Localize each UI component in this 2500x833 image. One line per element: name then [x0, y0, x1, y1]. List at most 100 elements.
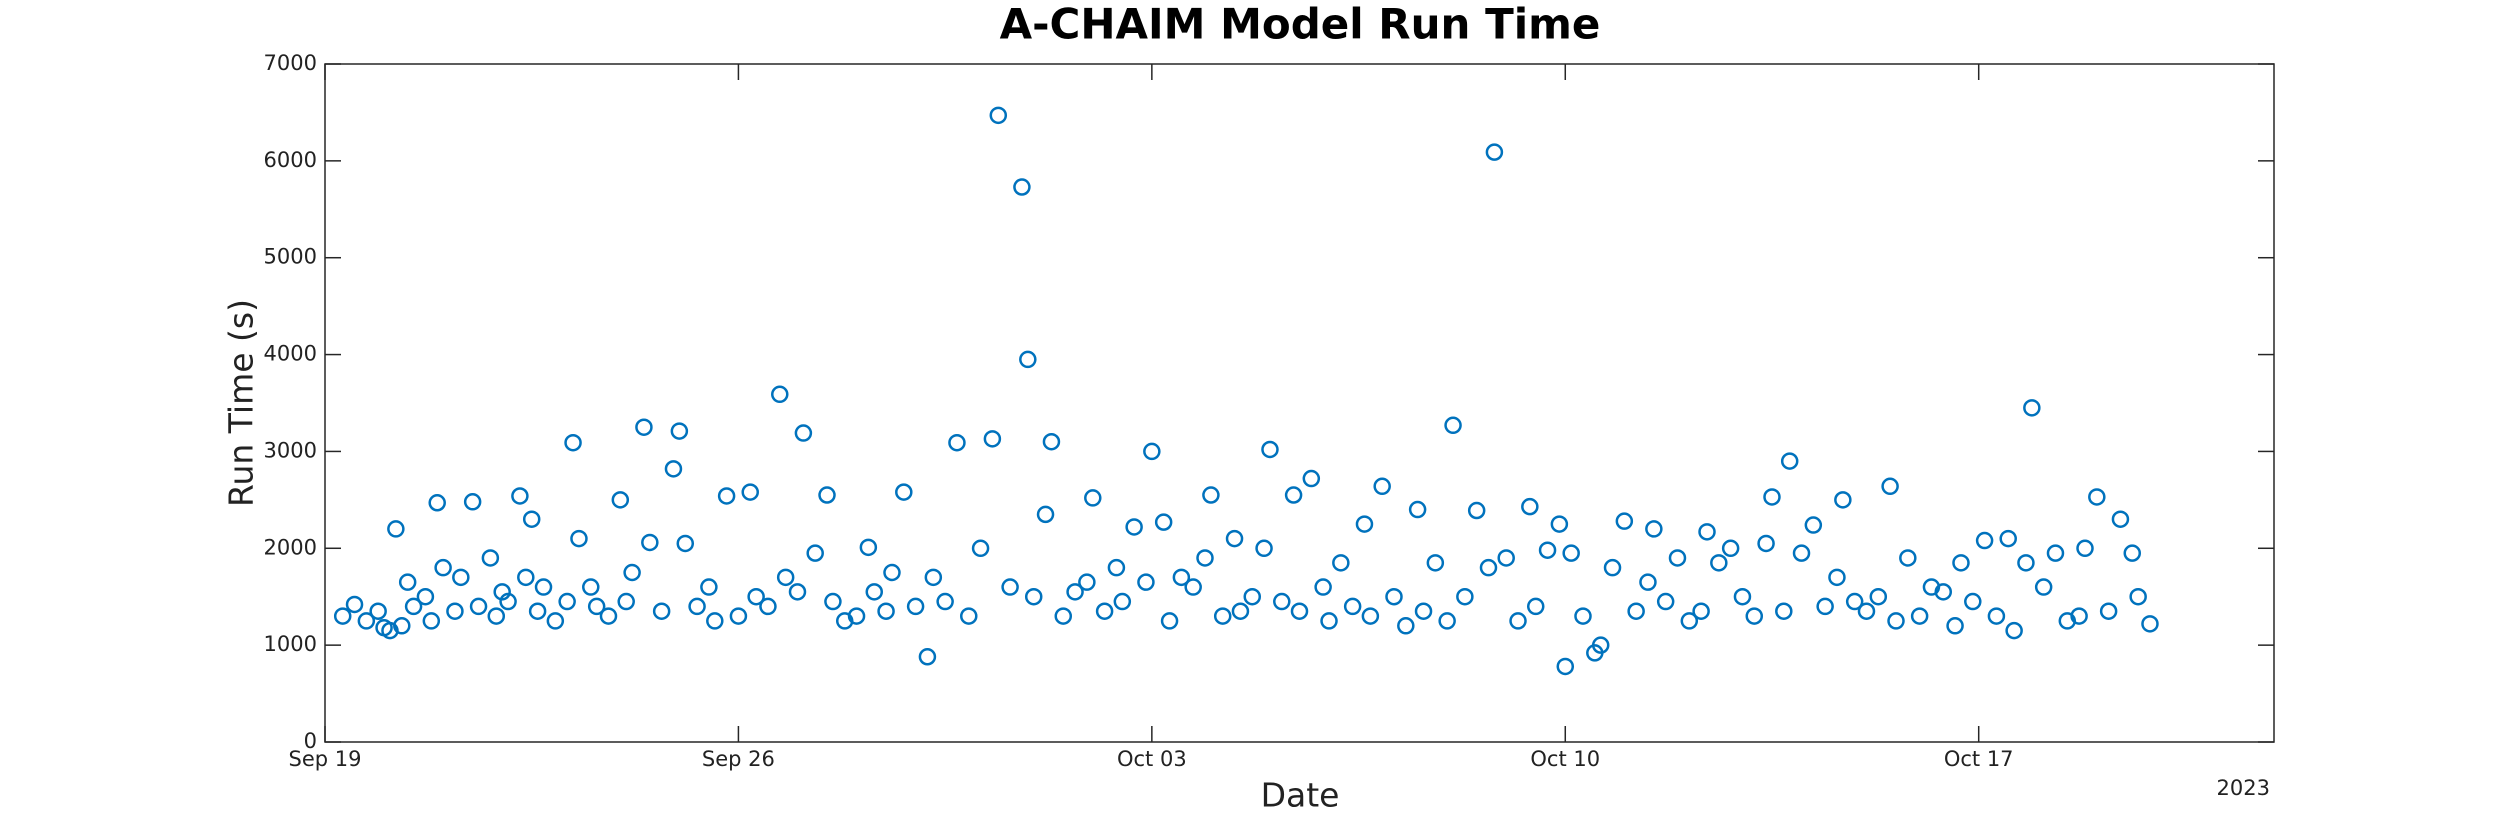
point	[1910, 607, 1929, 625]
point	[1137, 573, 1155, 591]
point	[617, 592, 635, 611]
point	[558, 592, 576, 611]
point	[623, 563, 641, 582]
point	[877, 602, 895, 620]
point	[1538, 541, 1557, 559]
point	[1414, 602, 1433, 620]
point	[1202, 486, 1220, 504]
point	[729, 607, 748, 625]
point	[1550, 515, 1569, 533]
point	[759, 597, 777, 616]
chart-title: A-CHAIM Model Run Time	[1000, 0, 1601, 49]
point	[1095, 602, 1114, 620]
point	[818, 486, 836, 504]
point	[1964, 592, 1982, 611]
point	[564, 433, 582, 452]
point	[1314, 578, 1332, 596]
point	[1521, 497, 1539, 516]
point	[1042, 432, 1061, 451]
point	[771, 385, 789, 404]
point	[446, 602, 464, 620]
point	[1107, 558, 1126, 577]
point	[2129, 587, 2147, 606]
point	[1562, 544, 1580, 562]
point	[387, 520, 405, 538]
point	[1792, 544, 1811, 562]
point	[1497, 549, 1515, 567]
point	[1509, 612, 1527, 630]
point	[1656, 592, 1675, 611]
point	[1444, 416, 1462, 435]
point	[1426, 554, 1445, 572]
point	[1627, 602, 1645, 620]
point	[1745, 607, 1764, 625]
point	[1526, 597, 1545, 616]
year-annotation: 2023	[2217, 776, 2270, 800]
point	[1408, 500, 1427, 519]
point	[776, 568, 795, 587]
point	[847, 607, 866, 625]
point	[511, 487, 529, 505]
point	[1975, 531, 1994, 550]
point	[404, 597, 423, 616]
point	[741, 483, 759, 501]
point	[1172, 568, 1191, 587]
point	[499, 592, 517, 611]
point	[1987, 607, 2006, 625]
point	[1154, 513, 1173, 531]
point	[688, 597, 706, 616]
point	[788, 583, 807, 601]
point	[1467, 501, 1486, 520]
point	[1361, 607, 1380, 625]
point	[1574, 607, 1592, 625]
point	[1603, 558, 1622, 577]
point	[1857, 602, 1876, 620]
point	[481, 549, 500, 567]
point	[1946, 617, 1964, 635]
point	[906, 597, 925, 616]
point	[1438, 612, 1456, 630]
point	[428, 494, 446, 512]
point	[422, 612, 441, 630]
point	[2099, 602, 2118, 620]
y-tick-label: 2000	[264, 535, 317, 559]
y-tick-label: 0	[304, 729, 317, 753]
point	[2046, 544, 2065, 562]
point	[1899, 549, 1917, 567]
point	[1780, 452, 1799, 470]
y-tick-label: 4000	[264, 342, 317, 366]
point	[1397, 617, 1415, 635]
point	[1721, 539, 1740, 558]
point	[1816, 597, 1834, 616]
point	[587, 597, 606, 616]
point	[1639, 573, 1657, 591]
point	[1828, 568, 1846, 587]
point	[1054, 607, 1073, 625]
point	[2023, 399, 2041, 417]
point	[1845, 592, 1864, 611]
point	[469, 597, 488, 616]
point	[1887, 612, 1905, 630]
point	[1668, 549, 1687, 567]
point	[517, 568, 535, 587]
point	[1125, 518, 1143, 536]
point	[1196, 549, 1214, 567]
point	[883, 563, 901, 582]
point	[1019, 350, 1037, 369]
point	[528, 602, 547, 620]
point	[1290, 602, 1309, 620]
point	[924, 568, 943, 587]
y-tick-label: 3000	[264, 438, 317, 462]
point	[2017, 554, 2035, 572]
point	[706, 612, 724, 630]
point	[546, 612, 565, 630]
point	[1084, 489, 1102, 507]
point	[918, 648, 937, 666]
point	[700, 578, 718, 596]
point	[1556, 657, 1575, 676]
point	[670, 422, 689, 440]
point	[1952, 554, 1970, 572]
point	[1225, 529, 1244, 548]
